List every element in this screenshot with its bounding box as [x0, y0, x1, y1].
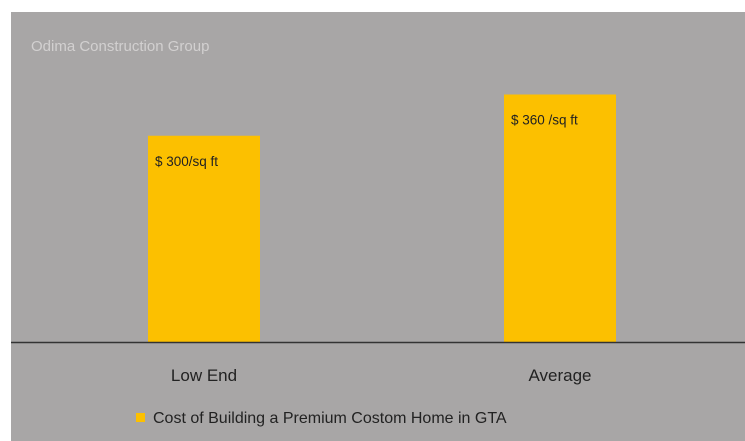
- bar-average: [504, 94, 616, 342]
- labels-layer: $ 300/sq ft Low End $ 360 /sq ft Average: [155, 113, 592, 386]
- legend: Cost of Building a Premium Costom Home i…: [136, 410, 507, 427]
- data-label: $ 300/sq ft: [155, 154, 218, 169]
- x-tick-label: Average: [528, 366, 591, 385]
- chart-panel: Odima Construction Group $ 300/sq ft Low …: [11, 12, 745, 441]
- watermark-text: Odima Construction Group: [31, 38, 209, 55]
- bar-chart: Odima Construction Group $ 300/sq ft Low …: [11, 38, 745, 427]
- bars-layer: [148, 94, 616, 342]
- x-tick-label: Low End: [171, 366, 237, 385]
- legend-swatch: [136, 413, 145, 422]
- data-label: $ 360 /sq ft: [511, 113, 578, 128]
- legend-label: Cost of Building a Premium Costom Home i…: [153, 410, 507, 427]
- bar-low-end: [148, 135, 260, 342]
